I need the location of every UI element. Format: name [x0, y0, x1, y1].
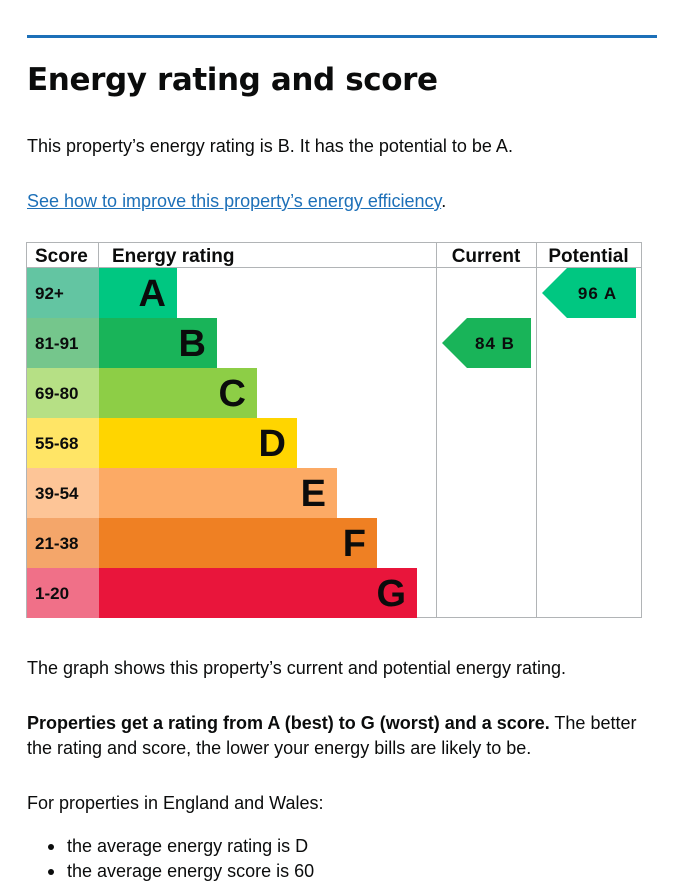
header-score: Score — [35, 246, 88, 267]
rating-bar-g — [99, 568, 417, 618]
rating-letter-e: E — [301, 473, 326, 515]
rating-bar-e — [99, 468, 337, 518]
score-cell-e — [27, 468, 99, 518]
score-range-d: 55-68 — [35, 434, 78, 453]
rating-letter-c: C — [219, 373, 246, 415]
potential-rating-arrow — [542, 268, 636, 318]
score-range-g: 1-20 — [35, 584, 69, 603]
rating-bar-c — [99, 368, 257, 418]
current-rating-arrow — [442, 318, 531, 368]
improve-efficiency-link[interactable]: See how to improve this property’s energ… — [27, 191, 442, 211]
potential-rating-label: 96 A — [578, 284, 617, 303]
energy-rating-chart: Score Energy rating Current Potential 92+ A 81… — [26, 242, 642, 618]
header-current: Current — [452, 246, 521, 267]
graph-description: The graph shows this property’s current … — [27, 658, 566, 678]
rating-letter-a: A — [139, 273, 166, 315]
header-potential: Potential — [548, 246, 628, 267]
score-cell-b — [27, 318, 99, 368]
average-list: the average energy rating is D the avera… — [27, 834, 314, 884]
score-cell-d — [27, 418, 99, 468]
rating-letter-d: D — [259, 423, 286, 465]
score-cell-f — [27, 518, 99, 568]
rating-bar-b — [99, 318, 217, 368]
rating-letter-b: B — [179, 323, 206, 365]
average-intro: For properties in England and Wales: — [27, 793, 324, 813]
average-rating-item: the average energy rating is D — [27, 834, 314, 859]
score-range-a: 92+ — [35, 284, 64, 303]
top-rule — [27, 35, 657, 38]
score-cell-g — [27, 568, 99, 618]
rating-letter-f: F — [343, 523, 366, 565]
improve-suffix: . — [441, 191, 447, 211]
score-range-f: 21-38 — [35, 534, 78, 553]
rating-letter-g: G — [376, 573, 406, 615]
rating-bar-f — [99, 518, 377, 568]
score-range-e: 39-54 — [35, 484, 79, 503]
rating-summary: This property’s energy rating is B. It h… — [27, 136, 513, 156]
score-cell-c — [27, 368, 99, 418]
rating-bar-d — [99, 418, 297, 468]
score-range-c: 69-80 — [35, 384, 78, 403]
improve-line: See how to improve this property’s energ… — [27, 189, 657, 214]
header-energy-rating: Energy rating — [112, 246, 234, 267]
score-cell-a — [27, 268, 99, 318]
ratings-explanation: Properties get a rating from A (best) to… — [27, 711, 657, 761]
ratings-explanation-rest: The better the rating and score, the low… — [27, 713, 637, 758]
current-rating-label: 84 B — [475, 334, 515, 353]
ratings-explanation-bold: Properties get a rating from A (best) to… — [27, 713, 550, 733]
rating-bar-a — [99, 268, 177, 318]
page-title: Energy rating and score — [27, 62, 438, 98]
score-range-b: 81-91 — [35, 334, 78, 353]
average-score-item: the average energy score is 60 — [27, 859, 314, 884]
